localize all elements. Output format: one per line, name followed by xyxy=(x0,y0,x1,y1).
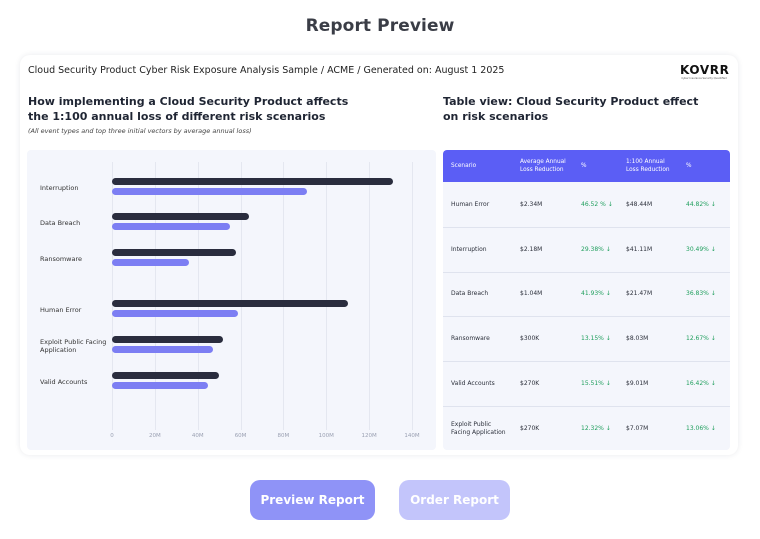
bar xyxy=(112,249,237,256)
cell-pct-2: 12.67% ↓ xyxy=(686,335,716,343)
category-label: Exploit Public Facing Application xyxy=(40,338,107,354)
cell-avg-loss: $270K xyxy=(520,424,540,432)
cell-avg-loss: $2.18M xyxy=(520,245,543,253)
report-card: Cloud Security Product Cyber Risk Exposu… xyxy=(20,55,738,455)
chart-note: (All event types and top three initial v… xyxy=(28,127,252,135)
bar xyxy=(112,372,220,379)
cell-1-100-loss: $41.11M xyxy=(626,245,653,253)
gridline xyxy=(283,162,285,430)
header-1-100-loss: 1:100 Annual Loss Reduction xyxy=(626,158,670,174)
bar-chart: 0 20M 40M 60M 80M 100M 120M 140M Interruption Dat… xyxy=(27,150,436,450)
table-row: Interruption $2.18M 29.38% ↓ $41.11M 30.49% … xyxy=(443,228,730,273)
gridline xyxy=(369,162,371,430)
logo-tagline: Cyber Insurance Security Quantified xyxy=(681,77,727,80)
category-label: Data Breach xyxy=(40,219,81,227)
category-label: Interruption xyxy=(40,184,79,192)
cell-pct-2: 44.82% ↓ xyxy=(686,201,716,208)
cell-scenario: Valid Accounts xyxy=(451,379,495,387)
header-pct-1: % xyxy=(581,163,587,169)
table-title: Table view: Cloud Security Product effec… xyxy=(443,94,698,124)
cell-1-100-loss: $9.01M xyxy=(626,379,649,387)
chart-title-line-2: the 1:100 annual loss of different risk … xyxy=(28,110,326,123)
cell-pct-2: 13.06% ↓ xyxy=(686,424,716,432)
preview-report-button[interactable]: Preview Report xyxy=(250,480,375,520)
cell-1-100-loss: $8.03M xyxy=(626,335,649,343)
chart-title-line-1: How implementing a Cloud Security Produc… xyxy=(28,95,349,108)
gridline xyxy=(326,162,328,430)
cell-scenario: Data Breach xyxy=(451,290,489,298)
header-avg-loss: Average Annual Loss Reduction xyxy=(520,158,566,174)
header-loss-line-2: Loss Reduction xyxy=(626,167,670,173)
cell-avg-loss: $2.34M xyxy=(520,201,543,208)
chart-title: How implementing a Cloud Security Produc… xyxy=(28,94,348,124)
gridline xyxy=(412,162,413,430)
cell-1-100-loss: $48.44M xyxy=(626,201,653,208)
report-meta: Cloud Security Product Cyber Risk Exposu… xyxy=(28,65,505,76)
header-loss-line-1: 1:100 Annual xyxy=(626,159,665,165)
table-title-line-1: Table view: Cloud Security Product effec… xyxy=(443,95,699,108)
cell-scenario: Interruption xyxy=(451,245,487,253)
header-pct-2: % xyxy=(686,163,692,169)
table-row: Human Error $2.34M 46.52 % ↓ $48.44M 44.82% … xyxy=(443,183,730,228)
x-tick-label: 20M xyxy=(148,433,161,439)
header-avg-line-2: Loss Reduction xyxy=(520,167,564,173)
gridline xyxy=(240,162,242,430)
bar xyxy=(112,213,250,220)
gridline xyxy=(154,162,156,430)
cell-avg-loss: $300K xyxy=(520,335,540,343)
x-tick-label: 140M xyxy=(404,433,420,439)
gridline xyxy=(112,162,113,430)
cell-pct-1: 46.52 % ↓ xyxy=(581,201,613,208)
kovrr-logo: KOVRR Cyber Insurance Security Quantifie… xyxy=(680,63,730,81)
x-tick-label: 60M xyxy=(234,433,247,439)
gridline xyxy=(197,162,199,430)
header-avg-line-1: Average Annual xyxy=(520,159,566,165)
bar xyxy=(112,310,239,317)
x-tick-label: 40M xyxy=(191,433,204,439)
header-scenario: Scenario xyxy=(451,163,477,169)
cell-1-100-loss: $7.07M xyxy=(626,424,649,432)
page-title: Report Preview xyxy=(305,16,455,36)
cell-scenario: Human Error xyxy=(451,201,490,208)
cell-1-100-loss: $21.47M xyxy=(626,290,653,298)
bar xyxy=(112,188,307,195)
cell-pct-1: 15.51% ↓ xyxy=(581,379,611,387)
cell-scenario: Ransomware xyxy=(451,335,490,343)
table-title-line-2: on risk scenarios xyxy=(443,110,549,123)
bar xyxy=(112,300,348,307)
cell-pct-2: 36.83% ↓ xyxy=(686,290,716,298)
order-report-button[interactable]: Order Report xyxy=(399,480,510,520)
category-label: Valid Accounts xyxy=(40,378,88,386)
cell-scenario: Exploit Public Facing Application xyxy=(451,420,506,436)
cell-pct-1: 13.15% ↓ xyxy=(581,335,611,343)
logo-text: KOVRR xyxy=(680,63,730,77)
bar xyxy=(112,223,230,230)
table-row: Exploit Public Facing Application $270K 12.… xyxy=(443,407,730,451)
table-row: Ransomware $300K 13.15% ↓ $8.03M 12.67% ↓ xyxy=(443,317,730,363)
bar xyxy=(112,382,209,389)
table-header: Scenario Average Annual Loss Reduction %… xyxy=(443,150,730,182)
bar xyxy=(112,336,224,343)
cell-pct-2: 16.42% ↓ xyxy=(686,379,716,387)
cell-avg-loss: $270K xyxy=(520,379,540,387)
cell-pct-1: 29.38% ↓ xyxy=(581,245,611,253)
cell-pct-1: 41.93% ↓ xyxy=(581,290,611,298)
bar xyxy=(112,259,190,266)
bar xyxy=(112,178,393,185)
bar xyxy=(112,346,213,353)
x-tick-label: 80M xyxy=(277,433,290,439)
x-tick-label: 100M xyxy=(318,433,334,439)
category-label: Human Error xyxy=(40,306,82,314)
cell-pct-1: 12.32% ↓ xyxy=(581,424,611,432)
cell-pct-2: 30.49% ↓ xyxy=(686,245,716,253)
table-row: Valid Accounts $270K 15.51% ↓ $9.01M 16.42% … xyxy=(443,362,730,407)
category-label: Ransomware xyxy=(40,255,82,263)
cell-avg-loss: $1.04M xyxy=(520,290,543,298)
scenario-table: Scenario Average Annual Loss Reduction %… xyxy=(443,150,730,450)
table-row: Data Breach $1.04M 41.93% ↓ $21.47M 36.83% ↓ xyxy=(443,272,730,318)
x-tick-label: 120M xyxy=(361,433,377,439)
x-tick-label: 0 xyxy=(110,433,114,439)
